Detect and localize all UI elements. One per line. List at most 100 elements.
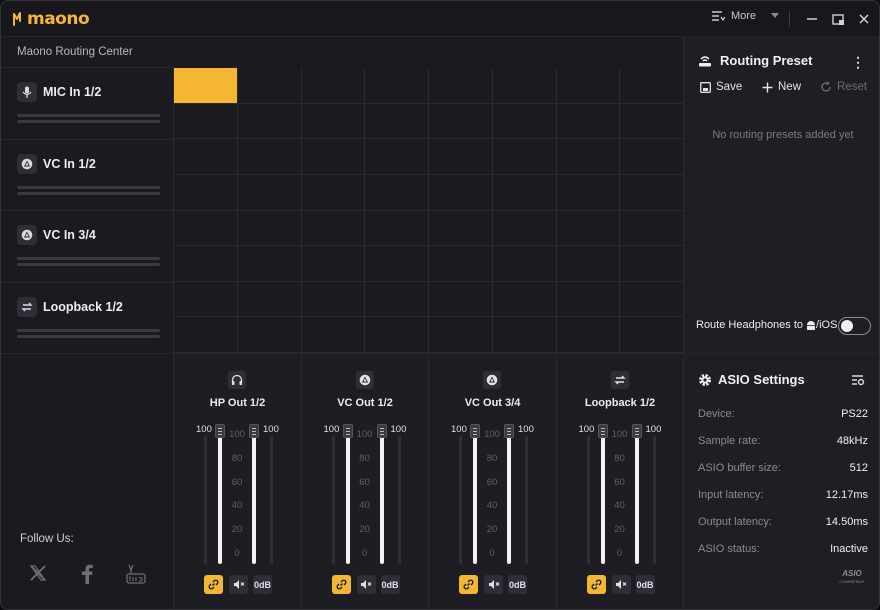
routing-cell[interactable] <box>174 246 238 282</box>
asio-config-button[interactable] <box>851 373 865 391</box>
save-button[interactable]: Save <box>700 81 762 93</box>
routing-cell[interactable] <box>429 139 493 175</box>
route-headphones-toggle[interactable] <box>838 317 871 335</box>
routing-cell[interactable] <box>365 281 429 318</box>
routing-cell[interactable] <box>620 246 684 282</box>
routing-cell[interactable] <box>301 317 366 353</box>
routing-cell[interactable] <box>301 68 366 104</box>
routing-cell[interactable] <box>301 246 366 282</box>
routing-cell[interactable] <box>237 317 302 353</box>
routing-cell[interactable] <box>492 68 557 104</box>
routing-cell[interactable] <box>429 281 493 318</box>
routing-cell[interactable] <box>492 281 557 318</box>
routing-cell[interactable] <box>556 68 621 104</box>
routing-cell[interactable] <box>492 103 557 140</box>
routing-cell[interactable] <box>301 139 366 175</box>
routing-cell[interactable] <box>365 103 429 140</box>
fader-handle-right[interactable] <box>631 424 642 438</box>
routing-cell[interactable] <box>237 246 302 282</box>
reset-button[interactable]: Reset <box>820 81 867 93</box>
link-button[interactable] <box>459 575 478 594</box>
routing-cell[interactable] <box>237 103 302 140</box>
fader-handle-left[interactable] <box>597 424 608 438</box>
routing-cell[interactable] <box>429 103 493 140</box>
routing-cell[interactable] <box>174 103 238 140</box>
routing-cell[interactable] <box>556 246 621 282</box>
mute-button[interactable] <box>229 575 248 594</box>
x-icon[interactable] <box>29 564 47 587</box>
routing-cell[interactable] <box>556 210 621 247</box>
close-button[interactable] <box>855 10 873 28</box>
routing-cell[interactable] <box>365 210 429 247</box>
routing-cell[interactable] <box>620 103 684 140</box>
routing-cell[interactable] <box>556 174 621 211</box>
youtube-icon[interactable] <box>126 564 146 589</box>
routing-cell[interactable] <box>620 317 684 353</box>
mute-button[interactable] <box>611 575 631 594</box>
routing-cell[interactable] <box>365 174 429 211</box>
routing-cell[interactable] <box>237 139 302 175</box>
routing-cell[interactable] <box>429 174 493 211</box>
fader-handle-left[interactable] <box>215 424 225 438</box>
mute-button[interactable] <box>356 575 376 594</box>
link-button[interactable] <box>586 575 606 594</box>
routing-cell[interactable] <box>301 103 366 140</box>
routing-cell[interactable] <box>174 68 238 104</box>
routing-cell[interactable] <box>492 174 557 211</box>
routing-cell[interactable] <box>429 210 493 247</box>
fader-handle-left[interactable] <box>470 424 480 438</box>
routing-cell[interactable] <box>365 68 429 104</box>
routing-cell[interactable] <box>174 139 238 175</box>
output-name: Loopback 1/2 <box>584 397 656 409</box>
fader-handle-left[interactable] <box>342 424 353 438</box>
routing-cell[interactable] <box>429 68 493 104</box>
fader-handle-right[interactable] <box>504 424 514 438</box>
new-button[interactable]: New <box>762 81 820 93</box>
routing-cell[interactable] <box>429 317 493 353</box>
routing-cell[interactable] <box>365 317 429 353</box>
routing-cell[interactable] <box>492 139 557 175</box>
routing-cell[interactable] <box>365 246 429 282</box>
minimize-button[interactable] <box>803 10 821 28</box>
routing-cell[interactable] <box>556 281 621 318</box>
routing-cell[interactable] <box>174 317 238 353</box>
fader-handle-right[interactable] <box>249 424 259 438</box>
routing-cell[interactable] <box>237 174 302 211</box>
mute-button[interactable] <box>484 575 503 594</box>
link-button[interactable] <box>331 575 351 594</box>
routing-cell[interactable] <box>620 139 684 175</box>
kebab-menu-icon[interactable]: ⋮ <box>851 54 865 70</box>
routing-cell[interactable] <box>365 139 429 175</box>
routing-cell[interactable] <box>301 281 366 318</box>
routing-cell[interactable] <box>301 174 366 211</box>
more-menu-button[interactable]: More <box>711 10 780 22</box>
zero-db-button[interactable]: 0dB <box>380 575 400 594</box>
routing-cell[interactable] <box>429 246 493 282</box>
zero-db-button[interactable]: 0dB <box>508 575 527 594</box>
routing-cell[interactable] <box>492 210 557 247</box>
zero-db-button[interactable]: 0dB <box>635 575 655 594</box>
routing-cell[interactable] <box>174 210 238 247</box>
routing-cell[interactable] <box>237 281 302 318</box>
routing-cell[interactable] <box>237 68 302 104</box>
routing-cell[interactable] <box>620 174 684 211</box>
routing-cell[interactable] <box>556 317 621 353</box>
routing-cell[interactable] <box>556 139 621 175</box>
routing-cell[interactable] <box>620 210 684 247</box>
routing-cell[interactable] <box>556 103 621 140</box>
level-meter-right <box>270 436 273 564</box>
restore-button[interactable] <box>829 10 847 28</box>
routing-cell[interactable] <box>492 317 557 353</box>
routing-cell[interactable] <box>620 68 684 104</box>
facebook-icon[interactable] <box>80 564 94 589</box>
routing-cell[interactable] <box>492 246 557 282</box>
routing-cell[interactable] <box>620 281 684 318</box>
routing-cell[interactable] <box>301 210 366 247</box>
fader-handle-right[interactable] <box>376 424 387 438</box>
routing-cell[interactable] <box>174 174 238 211</box>
link-button[interactable] <box>204 575 223 594</box>
zero-db-button[interactable]: 0dB <box>253 575 272 594</box>
fader-fill-right <box>379 436 384 564</box>
routing-cell[interactable] <box>237 210 302 247</box>
routing-cell[interactable] <box>174 281 238 318</box>
